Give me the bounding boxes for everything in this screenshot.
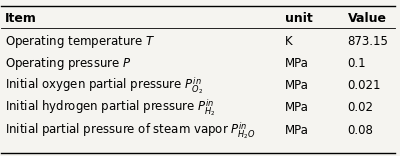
Text: MPa: MPa: [285, 79, 309, 92]
Text: 873.15: 873.15: [348, 35, 388, 48]
Text: Operating temperature $T$: Operating temperature $T$: [5, 33, 156, 50]
Text: MPa: MPa: [285, 124, 309, 137]
Text: 0.02: 0.02: [348, 101, 374, 114]
Text: MPa: MPa: [285, 101, 309, 114]
Text: 0.08: 0.08: [348, 124, 374, 137]
Text: Initial hydrogen partial pressure $P^{in}_{H_2}$: Initial hydrogen partial pressure $P^{in…: [5, 98, 216, 118]
Text: Item: Item: [5, 12, 37, 25]
Text: MPa: MPa: [285, 57, 309, 70]
Text: 0.021: 0.021: [348, 79, 381, 92]
Text: Initial oxygen partial pressure $P^{in}_{O_2}$: Initial oxygen partial pressure $P^{in}_…: [5, 75, 204, 96]
Text: Value: Value: [348, 12, 387, 25]
Text: Operating pressure $P$: Operating pressure $P$: [5, 55, 132, 72]
Text: Initial partial pressure of steam vapor $P^{in}_{H_2O}$: Initial partial pressure of steam vapor …: [5, 120, 256, 141]
Text: 0.1: 0.1: [348, 57, 366, 70]
Text: unit: unit: [285, 12, 312, 25]
Text: K: K: [285, 35, 292, 48]
